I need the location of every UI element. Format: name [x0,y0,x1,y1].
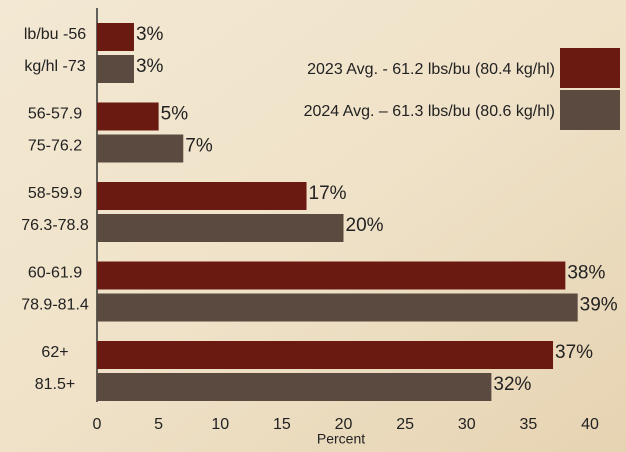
category-label: 62+ [41,344,68,361]
bar [97,134,184,163]
category-label: kg/hl -73 [24,58,85,75]
x-tick-label: 30 [458,416,476,433]
category-label: 81.5+ [35,376,75,393]
bar [97,341,554,369]
value-label: 32% [493,374,531,395]
bar [97,55,134,83]
value-label: 17% [309,183,347,204]
value-label: 3% [136,56,164,77]
x-tick-label: 25 [396,416,414,433]
x-tick-label: 10 [211,416,229,433]
value-label: 5% [161,104,189,125]
category-label: lb/bu -56 [24,26,86,43]
x-tick-label: 20 [335,416,353,433]
x-tick-label: 5 [154,416,163,433]
bar [97,373,492,401]
x-tick-label: 40 [581,416,599,433]
category-label: 58-59.9 [28,185,82,202]
bar [97,182,307,210]
legend-swatch [560,48,620,88]
category-label: 60-61.9 [28,265,82,282]
bar [97,293,578,322]
x-tick-label: 15 [273,416,291,433]
category-label: 78.9-81.4 [21,297,89,314]
legend-swatch [560,90,620,130]
category-label: 56-57.9 [28,106,82,123]
bar [97,261,566,290]
bar [97,23,134,51]
legend-label: 2024 Avg. – 61.3 lbs/bu (80.6 kg/hl) [304,103,555,120]
value-label: 3% [136,24,164,45]
value-label: 20% [346,215,384,236]
bar [97,102,159,131]
category-label: 76.3-78.8 [21,217,89,234]
x-tick-label: 35 [519,416,537,433]
x-tick-label: 0 [93,416,102,433]
category-label: 75-76.2 [28,138,82,155]
value-label: 38% [567,263,605,284]
legend-label: 2023 Avg. - 61.2 lbs/bu (80.4 kg/hl) [307,61,555,78]
value-label: 7% [185,136,213,157]
x-axis-label: Percent [317,431,365,447]
value-label: 37% [555,342,593,363]
bar [97,214,344,242]
value-label: 39% [580,295,618,316]
